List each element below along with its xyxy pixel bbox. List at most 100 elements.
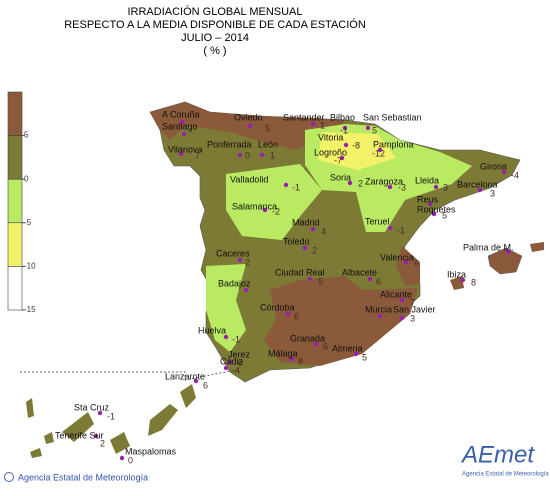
title-line: IRRADIACIÓN GLOBAL MENSUAL: [127, 5, 302, 18]
legend-swatch: [7, 135, 23, 180]
legend-swatch: [7, 266, 23, 311]
ibiza: [450, 276, 464, 290]
station-name: Teruel: [365, 216, 390, 226]
station-name: Ponferrada: [207, 139, 252, 149]
station-dot: [339, 155, 345, 161]
station-value: 2: [245, 257, 250, 267]
station-value: 3: [490, 188, 495, 198]
station-name: Ibiza: [447, 269, 466, 279]
copyright-icon: [4, 472, 14, 482]
station-dot: [119, 455, 125, 461]
station-name: San Javier: [393, 304, 436, 314]
station-name: Alicante: [380, 289, 412, 299]
station-dot: [302, 245, 308, 251]
mallorca: [487, 247, 523, 275]
station-value: 0: [238, 357, 243, 367]
tenerife-island: [62, 412, 94, 442]
legend-swatch: [7, 222, 23, 267]
title-line: JULIO – 2014: [181, 32, 249, 44]
station-name: A Coruña: [162, 109, 200, 119]
station-name: Girona: [480, 161, 507, 171]
station-name: León: [258, 139, 278, 149]
station-name: Murcia: [365, 304, 392, 314]
station-name: Palma de M.: [463, 242, 514, 252]
station-value: 7: [410, 297, 415, 307]
station-value: 7: [195, 150, 200, 160]
station-name: Santiago: [162, 121, 198, 131]
station-name: Málaga: [268, 348, 298, 358]
legend-tick-label: 0: [24, 174, 29, 183]
station-value: 1: [270, 150, 275, 160]
station-value: 2: [358, 178, 363, 188]
station-dot: [285, 311, 291, 317]
station-value: 4: [321, 226, 326, 236]
station-dot: [223, 365, 229, 371]
legend-tick-label: -15: [24, 305, 36, 314]
station-value: -1: [397, 225, 405, 235]
station-value: -1: [292, 182, 300, 192]
station-value: 5: [372, 125, 377, 135]
station-dot: [243, 287, 249, 293]
station-dot: [237, 152, 243, 158]
station-dot: [247, 123, 253, 129]
station-name: Cádiz: [220, 356, 244, 366]
station-name: San Sebastian: [363, 112, 422, 122]
la-palma-island: [26, 398, 34, 418]
station-value: 3: [443, 182, 448, 192]
station-dot: [367, 276, 373, 282]
station-dot: [365, 125, 371, 131]
station-dot: [377, 147, 383, 153]
station-value: 2: [312, 245, 317, 255]
station-dot: [93, 433, 99, 439]
station-name: Barcelona: [457, 179, 498, 189]
station-name: Ciudad Real: [275, 267, 325, 277]
legend-swatch: [7, 91, 23, 136]
station-dot: [431, 211, 437, 217]
fuerteventura-island: [148, 404, 178, 436]
station-name: Maspalomas: [125, 446, 177, 456]
title-line: ( % ): [203, 45, 226, 57]
station-name: Lanzarote: [165, 371, 205, 381]
title-line: RESPECTO A LA MEDIA DISPONIBLE DE CADA E…: [64, 18, 366, 31]
lanzarote-island: [180, 384, 196, 408]
legend-tick-label: -10: [24, 262, 36, 271]
station-name: Tenerife Sur: [55, 430, 104, 440]
station-dot: [283, 182, 289, 188]
map-shapes: [20, 101, 544, 458]
station-name: Bilbao: [330, 112, 355, 122]
station-name: Córdoba: [260, 302, 295, 312]
station-name: Jerez: [228, 349, 251, 359]
logo-caption: Agencia Estatal de Meteorología: [462, 472, 549, 478]
station-dot: [477, 187, 483, 193]
station-dot: [227, 359, 233, 365]
station-name: Valladolid: [230, 174, 268, 184]
station-dot: [433, 184, 439, 190]
station-dot: [387, 184, 393, 190]
station-value: 2: [100, 438, 105, 448]
region-central-low: [226, 164, 322, 240]
station-dot: [399, 315, 405, 321]
station-value: 8: [298, 356, 303, 366]
station-dot: [403, 259, 409, 265]
legend-swatch: [7, 178, 23, 224]
region-southeast-high: [264, 276, 418, 366]
station-dot: [262, 207, 268, 213]
station-dot: [387, 225, 393, 231]
station-name: Valencia: [380, 252, 414, 262]
station-value: 6: [414, 258, 419, 268]
station-name: Caceres: [216, 248, 250, 258]
station-value: -1: [232, 334, 240, 344]
station-dot: [313, 341, 319, 347]
station-name: Reus: [417, 194, 439, 204]
station-value: -2: [272, 206, 280, 216]
station-name: Vilanova: [168, 144, 202, 154]
station-dot: [310, 226, 316, 232]
stations: A CoruñaSantiagoVilanova7Oviedo5Santande…: [55, 109, 519, 465]
station-value: -8: [352, 140, 360, 150]
station-dot: [289, 356, 295, 362]
station-value: 1: [320, 120, 325, 130]
station-value: 6: [323, 341, 328, 351]
station-value: 6: [294, 311, 299, 321]
